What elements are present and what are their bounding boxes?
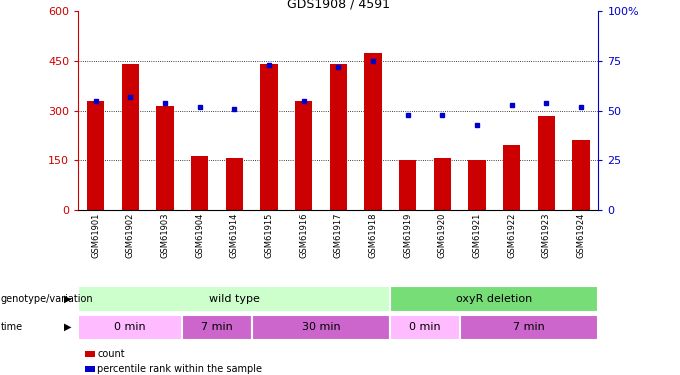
Bar	[434, 158, 451, 210]
Bar	[573, 141, 590, 210]
Text: 30 min: 30 min	[302, 322, 340, 332]
Text: ▶: ▶	[64, 294, 71, 304]
Bar	[469, 160, 486, 210]
Bar	[156, 106, 173, 210]
Bar	[260, 64, 277, 210]
Title: GDS1908 / 4591: GDS1908 / 4591	[287, 0, 390, 10]
Text: count: count	[97, 350, 125, 359]
Bar	[295, 101, 312, 210]
Bar	[460, 315, 598, 340]
Text: 7 min: 7 min	[201, 322, 233, 332]
Bar	[390, 286, 598, 312]
Text: oxyR deletion: oxyR deletion	[456, 294, 532, 304]
Bar	[87, 101, 104, 210]
Text: time: time	[1, 322, 23, 332]
Text: 0 min: 0 min	[114, 322, 146, 332]
Bar	[330, 64, 347, 210]
Bar	[182, 315, 252, 340]
Bar	[226, 158, 243, 210]
Text: percentile rank within the sample: percentile rank within the sample	[97, 364, 262, 374]
Text: wild type: wild type	[209, 294, 260, 304]
Bar	[78, 286, 390, 312]
Text: genotype/variation: genotype/variation	[1, 294, 93, 304]
Bar	[191, 156, 208, 210]
Bar	[538, 116, 555, 210]
Bar	[122, 64, 139, 210]
Bar	[364, 53, 381, 210]
Bar	[503, 146, 520, 210]
Bar	[399, 160, 416, 210]
Text: ▶: ▶	[64, 322, 71, 332]
Bar	[78, 315, 182, 340]
Bar	[390, 315, 460, 340]
Text: 7 min: 7 min	[513, 322, 545, 332]
Text: 0 min: 0 min	[409, 322, 441, 332]
Bar	[252, 315, 390, 340]
